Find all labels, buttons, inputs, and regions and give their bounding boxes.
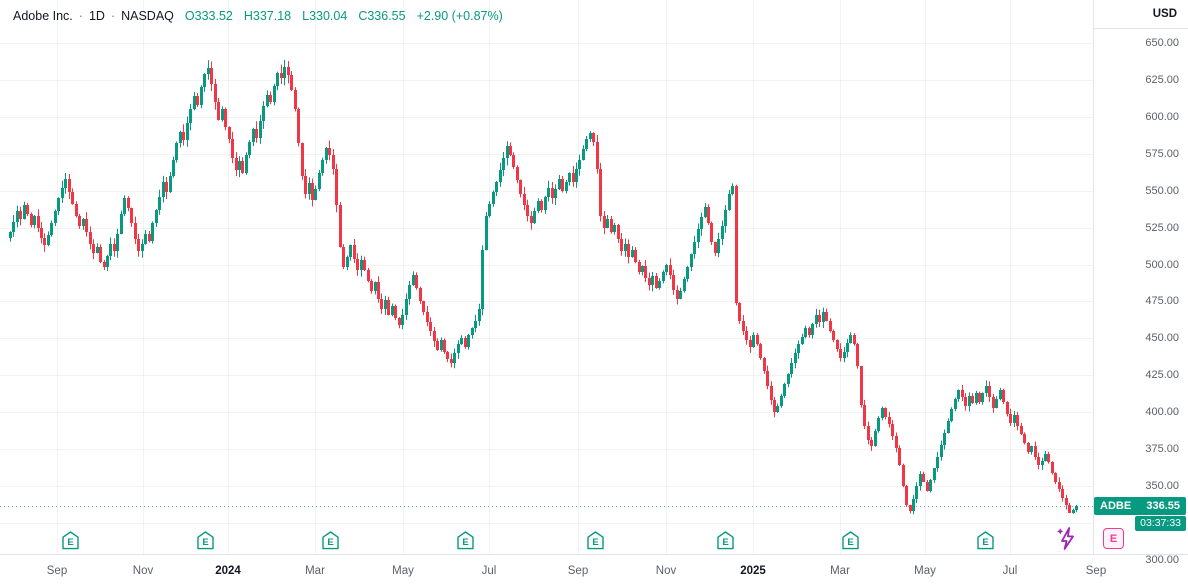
close-value: C336.55 <box>358 9 406 23</box>
symbol-title[interactable]: Adobe Inc. <box>13 9 73 23</box>
price-axis-label: 600.00 <box>1145 110 1179 123</box>
price-axis-label: 550.00 <box>1145 184 1179 197</box>
time-axis-month-label: Nov <box>132 565 154 577</box>
price-axis-label: 400.00 <box>1145 406 1179 419</box>
svg-text:E: E <box>722 537 728 548</box>
time-axis-month-label: Sep <box>567 565 589 577</box>
candlestick-canvas[interactable] <box>0 0 1093 554</box>
svg-text:E: E <box>462 537 468 548</box>
price-axis-label: 375.00 <box>1145 443 1179 456</box>
time-axis-month-label: Jul <box>481 565 497 577</box>
time-axis-month-label: Jul <box>1002 565 1018 577</box>
legend-separator: · <box>110 9 116 23</box>
lightning-sparkle-icon[interactable] <box>1052 523 1082 553</box>
earnings-marker-icon[interactable]: E <box>62 531 79 550</box>
svg-text:E: E <box>847 537 853 548</box>
price-axis-label: 575.00 <box>1145 147 1179 160</box>
open-value: O333.52 <box>184 9 233 23</box>
badge-price: 336.55 <box>1146 499 1180 512</box>
earnings-marker-icon[interactable]: E <box>457 531 474 550</box>
svg-text:E: E <box>67 537 73 548</box>
svg-text:E: E <box>202 537 208 548</box>
countdown-badge: 03:37:33 <box>1135 515 1186 531</box>
earnings-marker-icon[interactable]: E <box>977 531 994 550</box>
time-axis-month-label: Sep <box>1085 565 1107 577</box>
earnings-marker-icon[interactable]: E <box>842 531 859 550</box>
time-axis-month-label: May <box>914 565 936 577</box>
currency-label: USD <box>1094 0 1188 29</box>
time-axis-month-label: May <box>392 565 414 577</box>
earnings-marker-icon[interactable]: E <box>322 531 339 550</box>
time-axis-month-label: Nov <box>655 565 677 577</box>
earnings-marker-icon[interactable]: E <box>587 531 604 550</box>
badge-symbol: ADBE <box>1100 499 1132 512</box>
symbol-legend: Adobe Inc. · 1D · NASDAQ O333.52 H337.18… <box>13 9 503 23</box>
chart-pane[interactable]: Adobe Inc. · 1D · NASDAQ O333.52 H337.18… <box>0 0 1093 554</box>
time-axis-month-label: Mar <box>305 565 325 577</box>
time-axis-year-label: 2024 <box>215 565 241 577</box>
upcoming-earnings-letter: E <box>1109 532 1118 545</box>
price-axis[interactable]: USD 650.00 625.00 600.00 575.00 550.00 525.00… <box>1093 0 1188 566</box>
interval-label[interactable]: 1D <box>88 9 105 23</box>
price-axis-label: 650.00 <box>1145 36 1179 49</box>
price-axis-label: 450.00 <box>1145 332 1179 345</box>
price-axis-label: 475.00 <box>1145 295 1179 308</box>
price-axis-label: 300.00 <box>1145 553 1179 566</box>
price-axis-label: 425.00 <box>1145 369 1179 382</box>
time-axis-month-label: Mar <box>830 565 850 577</box>
time-axis-year-label: 2025 <box>740 565 766 577</box>
legend-separator: · <box>78 9 83 23</box>
price-axis-label: 350.00 <box>1145 480 1179 493</box>
svg-text:E: E <box>982 537 988 548</box>
high-value: H337.18 <box>243 9 292 23</box>
earnings-marker-icon[interactable]: E <box>717 531 734 550</box>
low-value: L330.04 <box>302 9 348 23</box>
price-axis-label: 625.00 <box>1145 73 1179 86</box>
last-price-badge[interactable]: ADBE 336.55 <box>1094 496 1186 515</box>
exchange-label: NASDAQ <box>121 9 174 23</box>
price-axis-label: 525.00 <box>1145 221 1179 234</box>
time-axis-month-label: Sep <box>46 565 68 577</box>
change-label: +2.90 (+0.87%) <box>416 9 503 23</box>
upcoming-earnings-icon[interactable]: E <box>1103 528 1124 549</box>
price-axis-label: 500.00 <box>1145 258 1179 271</box>
svg-text:E: E <box>592 537 598 548</box>
earnings-marker-icon[interactable]: E <box>197 531 214 550</box>
time-axis[interactable]: Sep Nov 2024 Mar May Jul Sep Nov 2025 Mar May Jul Se… <box>0 554 1188 586</box>
svg-text:E: E <box>327 537 333 548</box>
